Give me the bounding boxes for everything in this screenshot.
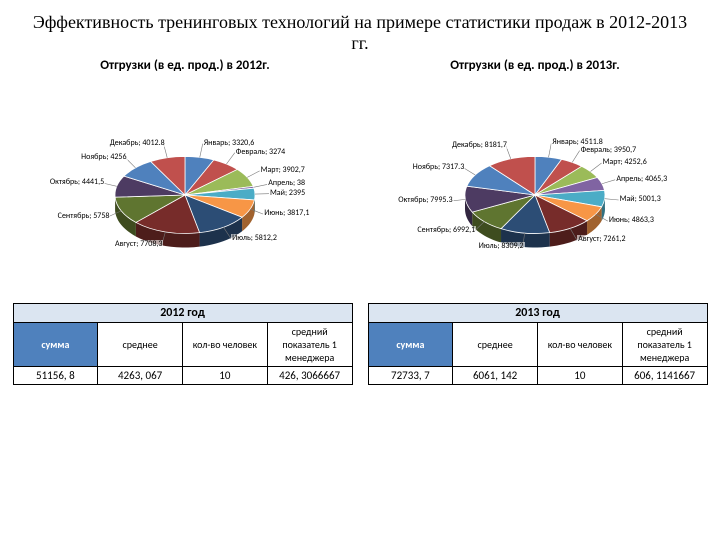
table-2012-val-avg: 4263, 067: [98, 367, 183, 385]
table-2012-val-people: 10: [183, 367, 268, 385]
pie-label: Август; 7261,2: [577, 235, 627, 243]
pie-label: Март; 4252,6: [602, 158, 648, 166]
table-2012: 2012 год сумма среднее кол-во человек ср…: [13, 303, 353, 385]
pie-label: Июнь; 3817,1: [263, 209, 310, 217]
table-2013-val-per-mgr: 606, 1141667: [622, 367, 707, 385]
table-2012-year: 2012 год: [13, 304, 352, 323]
pie-label: Февраль; 3274: [235, 148, 286, 156]
chart-2013: Январь; 4511.8Февраль; 3950,7Март; 4252,…: [365, 77, 705, 297]
pie-svg: [365, 77, 705, 297]
table-2013-year: 2013 год: [368, 304, 707, 323]
pie-label: Май; 5001,3: [619, 195, 662, 203]
pie-label: Февраль; 3950,7: [580, 146, 637, 154]
table-2012-val-per-mgr: 426, 3066667: [267, 367, 352, 385]
pie-label: Июль; 5812,2: [231, 234, 278, 242]
pie-label: Июль; 8309,2: [443, 242, 525, 250]
table-2013-val-sum: 72733, 7: [368, 367, 453, 385]
chart-2012-cell: Отгрузки (в ед. прод.) в 2012г. Январь; …: [15, 58, 355, 297]
pie-label: Апрель; 38: [267, 179, 306, 187]
pie-label: Июнь; 4863,3: [608, 216, 655, 224]
tables-row: 2012 год сумма среднее кол-во человек ср…: [0, 303, 720, 385]
pie-label: Сентябрь; 6992,1: [394, 226, 476, 234]
table-2013-val-people: 10: [538, 367, 623, 385]
pie-label: Январь; 3320,6: [203, 139, 256, 147]
table-2012-col-sum: сумма: [13, 323, 98, 367]
pie-label: Октябрь; 4441,5: [23, 178, 105, 186]
pie-label: Март; 3902,7: [260, 166, 306, 174]
table-2013-col-sum: сумма: [368, 323, 453, 367]
pie-label: Апрель; 4065,3: [615, 175, 668, 183]
pie-label: Сентябрь; 5758: [28, 212, 110, 220]
table-2012-val-sum: 51156, 8: [13, 367, 98, 385]
chart-2013-title: Отгрузки (в ед. прод.) в 2013г.: [450, 58, 620, 73]
pie-label: Ноябрь; 7317.3: [383, 163, 465, 171]
pie-label: Декабрь; 8181,7: [426, 141, 508, 149]
page-title: Эффективность тренинговых технологий на …: [30, 12, 690, 54]
table-2012-col-people: кол-во человек: [183, 323, 268, 367]
pie-label: Ноябрь; 4256: [46, 153, 128, 161]
chart-2012-title: Отгрузки (в ед. прод.) в 2012г.: [100, 58, 270, 73]
table-2012-col-avg: среднее: [98, 323, 183, 367]
pie-label: Август; 7708,3: [81, 240, 163, 248]
table-2013-col-per-mgr: средний показатель 1 менеджера: [622, 323, 707, 367]
chart-2012: Январь; 3320,6Февраль; 3274 Март; 3902,7 А…: [15, 77, 355, 297]
table-2013-val-avg: 6061, 142: [453, 367, 538, 385]
table-2013: 2013 год сумма среднее кол-во человек ср…: [368, 303, 708, 385]
pie-label: Декабрь; 4012.8: [84, 139, 166, 147]
pie-label: Октябрь; 7995.3: [372, 196, 454, 204]
table-2013-col-people: кол-во человек: [538, 323, 623, 367]
pie-label: Май; 2395: [269, 189, 306, 197]
table-2013-col-avg: среднее: [453, 323, 538, 367]
chart-2013-cell: Отгрузки (в ед. прод.) в 2013г. Январь; …: [365, 58, 705, 297]
table-2012-col-per-mgr: средний показатель 1 менеджера: [267, 323, 352, 367]
charts-row: Отгрузки (в ед. прод.) в 2012г. Январь; …: [0, 58, 720, 297]
